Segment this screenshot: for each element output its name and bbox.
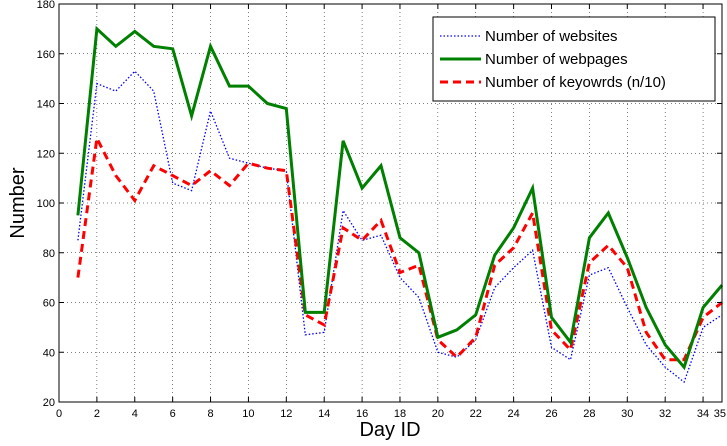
x-tick-label: 14 (318, 408, 330, 420)
legend-label-webpages: Number of webpages (485, 51, 628, 68)
legend-label-websites: Number of websites (485, 28, 618, 45)
series-lines (76, 25, 724, 384)
x-tick-label: 12 (280, 408, 292, 420)
x-tick-label: 2 (94, 408, 100, 420)
x-tick-label: 8 (207, 408, 213, 420)
y-tick-label: 80 (43, 248, 55, 260)
x-tick-label: 4 (132, 408, 138, 420)
series-line-number-of-webpages (76, 25, 724, 371)
y-tick-label: 40 (43, 347, 55, 359)
y-tick-label: 100 (37, 198, 55, 210)
legend-label-keywords: Number of keyowrds (n/10) (485, 74, 666, 91)
ticks (58, 3, 723, 403)
series-line-number-of-keyowrds-n-10 (76, 133, 723, 362)
x-tick-label: 20 (432, 408, 444, 420)
x-tick-label: 16 (356, 408, 368, 420)
x-tick-label: 28 (583, 408, 595, 420)
x-tick-label: 30 (621, 408, 633, 420)
x-tick-label: 35 (714, 408, 726, 420)
y-tick-label: 120 (37, 148, 55, 160)
y-axis-title: Number (7, 167, 29, 238)
x-tick-label: 26 (545, 408, 557, 420)
y-tick-label: 180 (37, 0, 55, 11)
series-line-number-of-websites (77, 70, 723, 384)
y-tick-label: 20 (43, 397, 55, 409)
legend: Number of websites Number of webpages Nu… (432, 16, 716, 102)
x-tick-label: 10 (242, 408, 254, 420)
y-tick-label: 160 (37, 49, 55, 61)
x-tick-label: 6 (170, 408, 176, 420)
x-tick-label: 32 (659, 408, 671, 420)
x-axis-title: Day ID (359, 419, 420, 441)
x-tick-label: 24 (508, 408, 520, 420)
x-tick-label: 18 (394, 408, 406, 420)
y-tick-label: 60 (43, 298, 55, 310)
x-tick-label: 22 (470, 408, 482, 420)
x-tick-label: 34 (697, 408, 709, 420)
x-tick-label: 0 (56, 408, 62, 420)
y-tick-label: 140 (37, 99, 55, 111)
